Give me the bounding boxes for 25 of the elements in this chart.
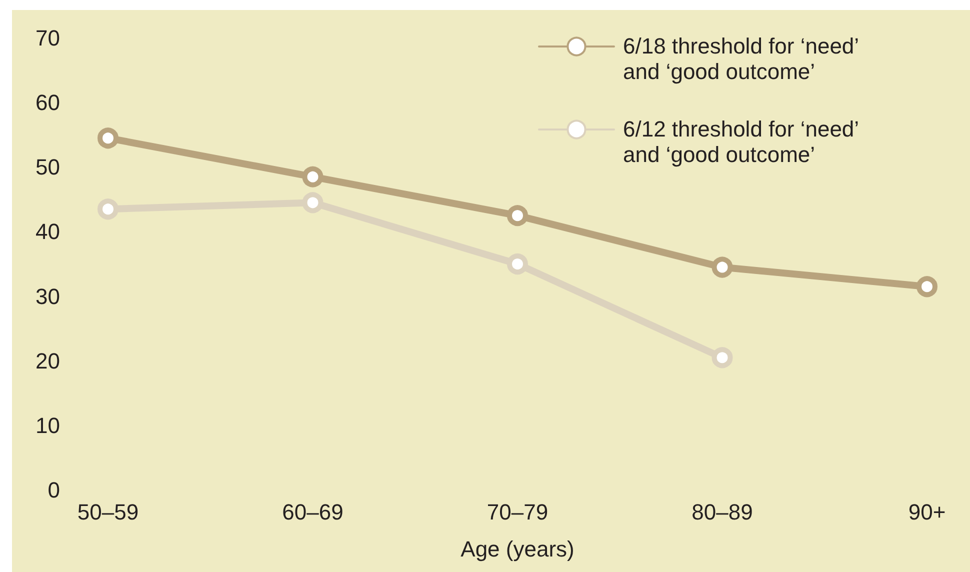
- y-tick-label: 10: [36, 412, 60, 438]
- point: [916, 276, 938, 298]
- x-tick-label: 80–89: [692, 500, 753, 524]
- point: [507, 205, 528, 226]
- point: [712, 256, 733, 278]
- x-tick-label: 90+: [908, 500, 946, 524]
- point: [507, 254, 528, 274]
- point: [98, 198, 118, 220]
- x-axis-title: Age (years): [460, 536, 574, 562]
- y-tick-label: 60: [36, 90, 60, 116]
- point: [302, 192, 324, 214]
- y-tick-label: 40: [36, 219, 60, 244]
- y-tick-label: 20: [36, 348, 60, 374]
- y-tick-label: 30: [36, 284, 60, 309]
- legend-label: 6/18 threshold for ‘need’ and ‘good outcome’: [623, 34, 860, 84]
- x-tick-label: 60–69: [282, 500, 344, 524]
- point: [98, 128, 118, 149]
- x-tick-label: 50–59: [77, 500, 139, 524]
- y-tick-label: 0: [48, 478, 60, 502]
- y-tick-label: 70: [36, 26, 60, 50]
- point: [712, 347, 733, 368]
- point: [302, 166, 324, 188]
- legend-label: 6/12 threshold for ‘need’ and ‘good outcome’: [623, 116, 860, 167]
- y-tick-label: 50: [36, 154, 60, 180]
- x-tick-label: 70–79: [486, 500, 548, 524]
